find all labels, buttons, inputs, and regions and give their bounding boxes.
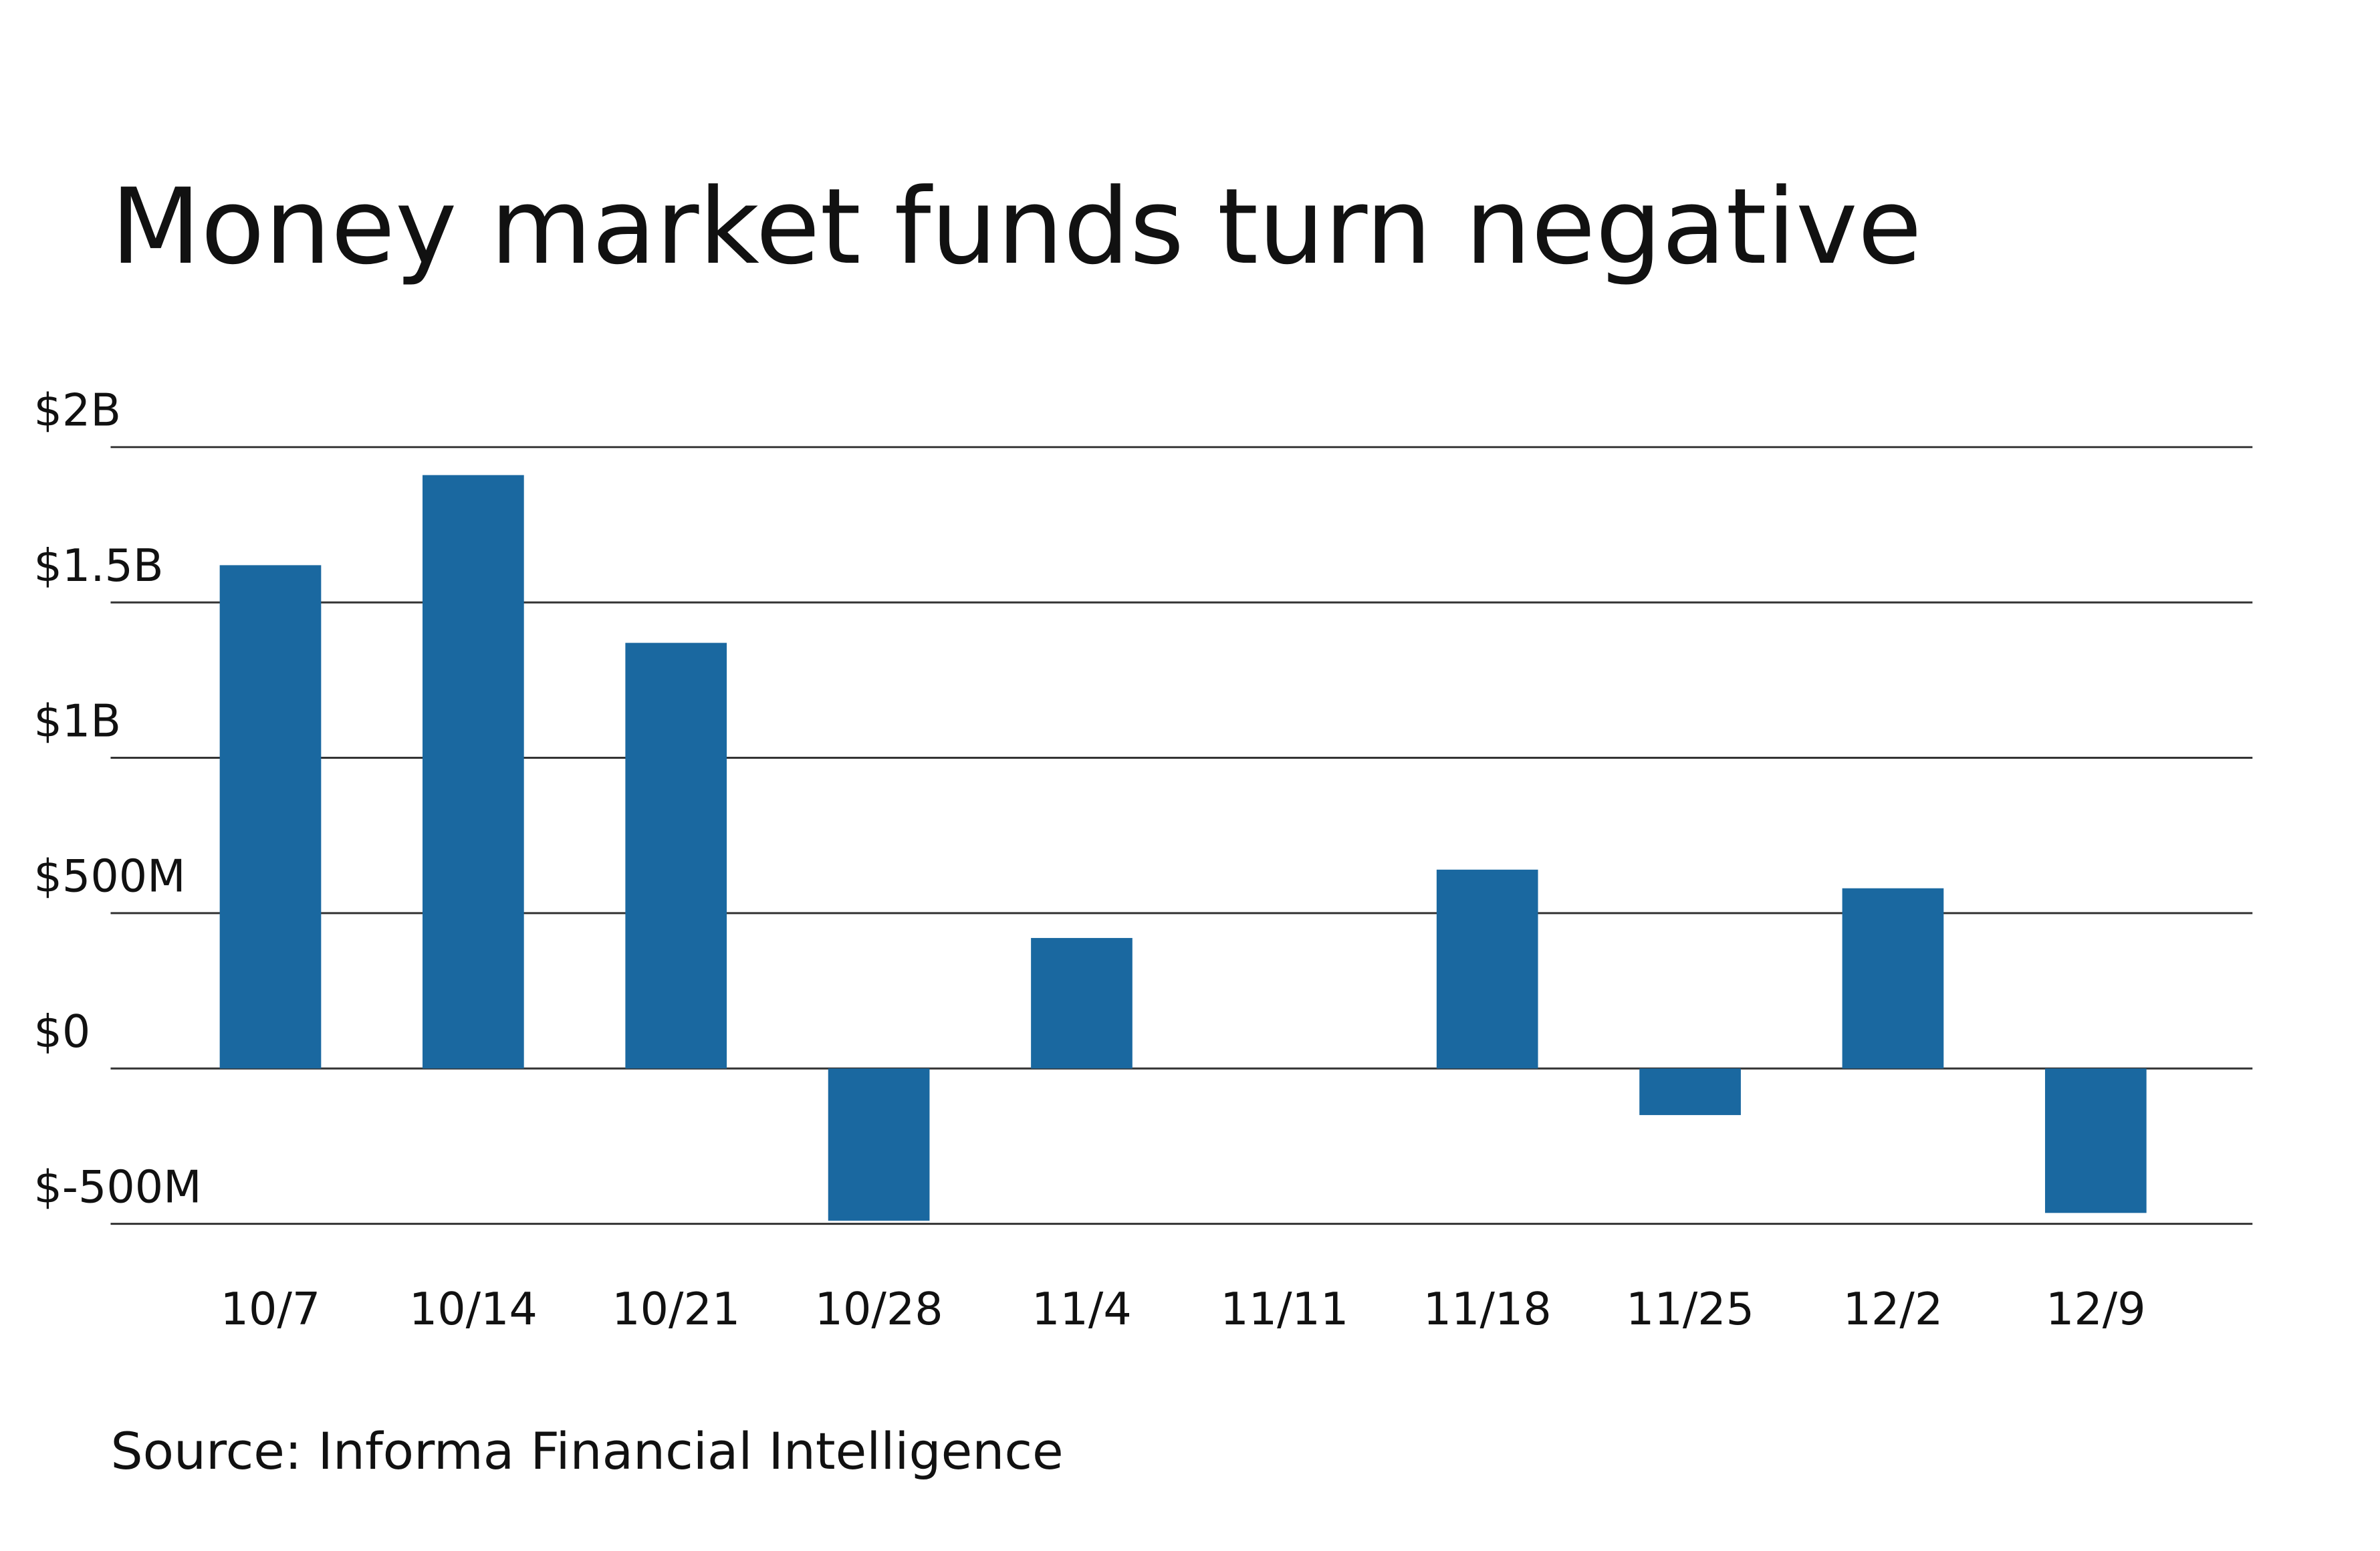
x-tick-label: 11/25 [1626, 1283, 1754, 1335]
x-tick-label: 11/18 [1423, 1283, 1552, 1335]
x-tick-label: 12/9 [2046, 1283, 2146, 1335]
bar [2044, 1068, 2147, 1213]
y-tick-label: $1.5B [34, 540, 164, 592]
bar [625, 642, 727, 1069]
y-tick-label: $-500M [34, 1161, 202, 1213]
y-tick-label: $0 [34, 1005, 91, 1058]
bar [219, 565, 322, 1069]
x-tick-label: 12/2 [1843, 1283, 1943, 1335]
bar [1436, 869, 1538, 1069]
x-tick-label: 11/11 [1220, 1283, 1348, 1335]
bar [423, 475, 524, 1069]
x-tick-label: 11/4 [1032, 1283, 1132, 1335]
chart-title: Money market funds turn negative [110, 166, 1921, 287]
bar [1639, 1068, 1741, 1115]
y-tick-label: $1B [34, 695, 122, 747]
y-tick-label: $500M [34, 850, 186, 903]
bar [828, 1068, 930, 1221]
x-tick-label: 10/7 [221, 1283, 321, 1335]
x-tick-label: 10/14 [409, 1283, 538, 1335]
bar [1842, 888, 1944, 1069]
x-tick-label: 10/28 [815, 1283, 943, 1335]
source-note: Source: Informa Financial Intelligence [110, 1422, 1063, 1481]
x-tick-label: 10/21 [612, 1283, 740, 1335]
bar [1031, 938, 1133, 1069]
y-tick-label: $2B [34, 384, 122, 437]
